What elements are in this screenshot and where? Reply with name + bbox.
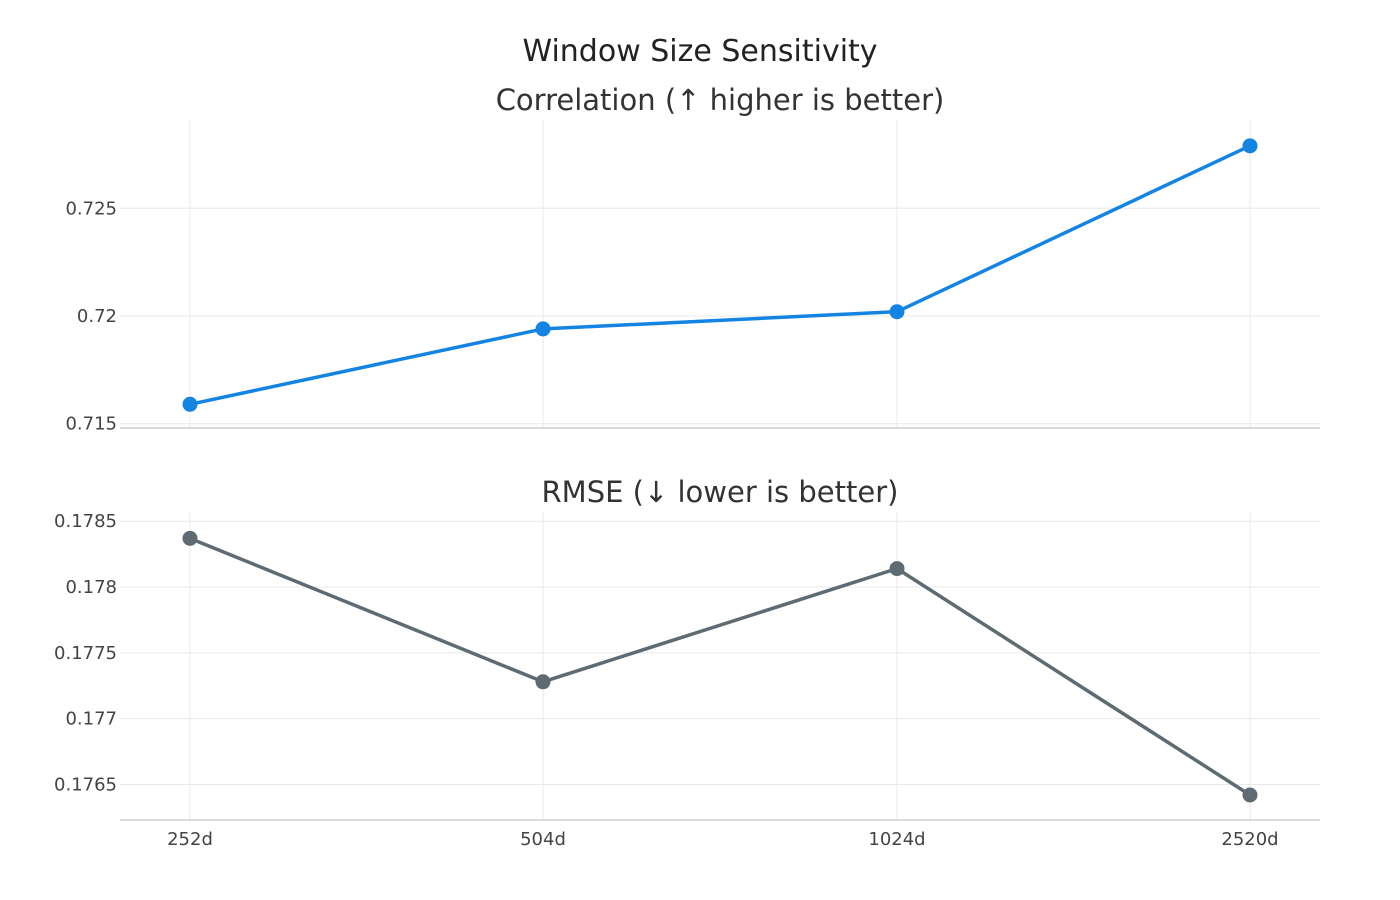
chart-title: Window Size Sensitivity [522, 34, 877, 69]
correlation-point-252d [182, 396, 198, 412]
x-tick-label-2520d: 2520d [1221, 829, 1278, 850]
rmse-y-tick-label: 0.177 [65, 709, 117, 730]
correlation-point-2520d [1242, 138, 1258, 154]
rmse-y-tick-label: 0.1785 [54, 511, 117, 532]
correlation-panel-title: Correlation (↑ higher is better) [496, 83, 945, 117]
correlation-y-tick-label: 0.715 [65, 414, 117, 435]
rmse-y-tick-label: 0.1775 [54, 643, 117, 664]
x-tick-label-252d: 252d [167, 829, 213, 850]
rmse-y-tick-label: 0.1765 [54, 774, 117, 795]
rmse-y-tick-label: 0.178 [65, 577, 117, 598]
rmse-series-line [188, 536, 1252, 797]
correlation-series-line [188, 144, 1252, 407]
rmse-point-504d [535, 674, 551, 690]
correlation-panel: 0.715 0.72 0.725 [65, 120, 1320, 435]
x-tick-label-504d: 504d [520, 829, 566, 850]
rmse-panel: 0.1765 0.177 0.1775 0.178 0.1785 [54, 511, 1320, 821]
rmse-panel-title: RMSE (↓ lower is better) [542, 475, 899, 509]
rmse-point-1024d [889, 561, 905, 577]
x-axis-labels: 252d 504d 1024d 2520d [167, 829, 1279, 850]
rmse-point-252d [182, 530, 198, 546]
correlation-point-1024d [889, 304, 905, 320]
correlation-point-504d [535, 321, 551, 337]
correlation-y-tick-label: 0.725 [65, 198, 117, 219]
correlation-y-tick-label: 0.72 [77, 306, 117, 327]
x-tick-label-1024d: 1024d [868, 829, 925, 850]
rmse-point-2520d [1242, 787, 1258, 803]
